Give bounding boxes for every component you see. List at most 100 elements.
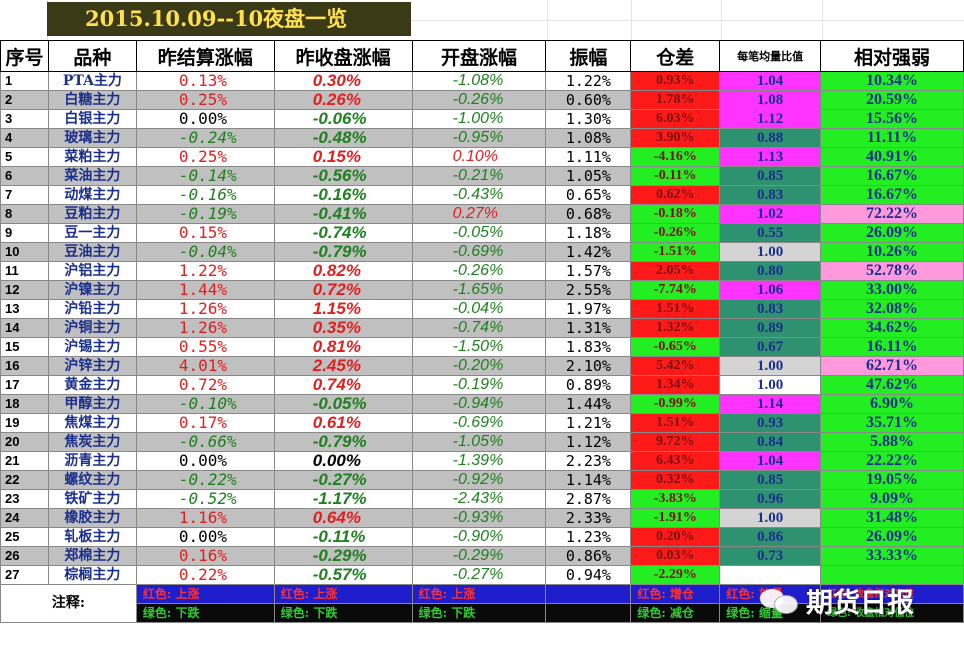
relative-strength-cell[interactable]: 16.11% (820, 337, 964, 357)
avg-volume-ratio-cell[interactable] (719, 565, 822, 585)
relative-strength-cell[interactable]: 26.09% (820, 223, 964, 243)
relative-strength-cell[interactable]: 32.08% (820, 299, 964, 319)
relative-strength-cell[interactable] (820, 565, 964, 585)
seq-cell[interactable]: 9 (0, 223, 49, 243)
open-change-cell[interactable]: -0.19% (411, 375, 547, 395)
settle-change-cell[interactable]: -0.52% (135, 489, 275, 509)
open-interest-cell[interactable]: 2.05% (630, 261, 721, 281)
amplitude-cell[interactable]: 2.55% (545, 280, 632, 300)
close-change-cell[interactable]: 0.61% (273, 413, 413, 433)
close-change-cell[interactable]: 1.15% (273, 299, 413, 319)
commodity-name-cell[interactable]: 白银主力 (47, 109, 137, 129)
table-row[interactable]: 21 沥青主力 0.00% 0.00% -1.39% 2.23% 6.43% 1.04 22.2… (0, 451, 964, 471)
seq-cell[interactable]: 26 (0, 546, 49, 566)
commodity-name-cell[interactable]: 沪镍主力 (47, 280, 137, 300)
table-row[interactable]: 2 白糖主力 0.25% 0.26% -0.26% 0.60% 1.78% 1.08 20.59… (0, 90, 964, 110)
avg-volume-ratio-cell[interactable]: 0.96 (719, 489, 822, 509)
relative-strength-cell[interactable]: 34.62% (820, 318, 964, 338)
relative-strength-cell[interactable]: 47.62% (820, 375, 964, 395)
amplitude-cell[interactable]: 2.33% (545, 508, 632, 528)
amplitude-cell[interactable]: 0.94% (545, 565, 632, 585)
close-change-cell[interactable]: -1.17% (273, 489, 413, 509)
avg-volume-ratio-cell[interactable]: 0.67 (719, 337, 822, 357)
close-change-cell[interactable]: -0.41% (273, 204, 413, 224)
settle-change-cell[interactable]: -0.16% (135, 185, 275, 205)
relative-strength-cell[interactable]: 33.33% (820, 546, 964, 566)
open-interest-cell[interactable]: 0.03% (630, 546, 721, 566)
seq-cell[interactable]: 17 (0, 375, 49, 395)
close-change-cell[interactable]: 0.00% (273, 451, 413, 471)
amplitude-cell[interactable]: 1.83% (545, 337, 632, 357)
commodity-name-cell[interactable]: 白糖主力 (47, 90, 137, 110)
settle-change-cell[interactable]: 0.15% (135, 223, 275, 243)
avg-volume-ratio-cell[interactable]: 1.00 (719, 242, 822, 262)
open-interest-cell[interactable]: -4.16% (630, 147, 721, 167)
commodity-name-cell[interactable]: 焦煤主力 (47, 413, 137, 433)
seq-cell[interactable]: 5 (0, 147, 49, 167)
avg-volume-ratio-cell[interactable]: 0.93 (719, 413, 822, 433)
avg-volume-ratio-cell[interactable]: 0.55 (719, 223, 822, 243)
seq-cell[interactable]: 14 (0, 318, 49, 338)
settle-change-cell[interactable]: 0.00% (135, 109, 275, 129)
seq-cell[interactable]: 22 (0, 470, 49, 490)
relative-strength-cell[interactable]: 10.26% (820, 242, 964, 262)
close-change-cell[interactable]: -0.27% (273, 470, 413, 490)
avg-volume-ratio-cell[interactable]: 1.04 (719, 451, 822, 471)
header-name[interactable]: 品种 (47, 40, 137, 72)
close-change-cell[interactable]: -0.79% (273, 242, 413, 262)
relative-strength-cell[interactable]: 40.91% (820, 147, 964, 167)
open-interest-cell[interactable]: 6.03% (630, 109, 721, 129)
settle-change-cell[interactable]: -0.19% (135, 204, 275, 224)
amplitude-cell[interactable]: 0.89% (545, 375, 632, 395)
table-row[interactable]: 26 郑棉主力 0.16% -0.29% -0.29% 0.86% 0.03% 0.73 33.… (0, 546, 964, 566)
table-row[interactable]: 3 白银主力 0.00% -0.06% -1.00% 1.30% 6.03% 1.12 15.5… (0, 109, 964, 129)
avg-volume-ratio-cell[interactable]: 1.00 (719, 508, 822, 528)
table-row[interactable]: 6 菜油主力 -0.14% -0.56% -0.21% 1.05% -0.11% 0.85 16… (0, 166, 964, 186)
settle-change-cell[interactable]: -0.04% (135, 242, 275, 262)
commodity-name-cell[interactable]: 焦炭主力 (47, 432, 137, 452)
commodity-name-cell[interactable]: 甲醇主力 (47, 394, 137, 414)
table-row[interactable]: 11 沪铝主力 1.22% 0.82% -0.26% 1.57% 2.05% 0.80 52.7… (0, 261, 964, 281)
open-interest-cell[interactable]: 1.32% (630, 318, 721, 338)
amplitude-cell[interactable]: 1.18% (545, 223, 632, 243)
avg-volume-ratio-cell[interactable]: 0.84 (719, 432, 822, 452)
open-change-cell[interactable]: -0.05% (411, 223, 547, 243)
open-interest-cell[interactable]: 1.34% (630, 375, 721, 395)
close-change-cell[interactable]: 0.82% (273, 261, 413, 281)
header-close-change[interactable]: 昨收盘涨幅 (273, 40, 413, 72)
settle-change-cell[interactable]: 1.26% (135, 299, 275, 319)
settle-change-cell[interactable]: 1.22% (135, 261, 275, 281)
settle-change-cell[interactable]: 1.26% (135, 318, 275, 338)
table-row[interactable]: 22 螺纹主力 -0.22% -0.27% -0.92% 1.14% 0.32% 0.85 19… (0, 470, 964, 490)
seq-cell[interactable]: 6 (0, 166, 49, 186)
open-interest-cell[interactable]: -0.11% (630, 166, 721, 186)
open-change-cell[interactable]: -0.20% (411, 356, 547, 376)
header-relative-strength[interactable]: 相对强弱 (820, 40, 964, 72)
commodity-name-cell[interactable]: 郑棉主力 (47, 546, 137, 566)
amplitude-cell[interactable]: 1.22% (545, 71, 632, 91)
table-row[interactable]: 4 玻璃主力 -0.24% -0.48% -0.95% 1.08% 3.90% 0.88 11.… (0, 128, 964, 148)
close-change-cell[interactable]: 0.30% (273, 71, 413, 91)
open-interest-cell[interactable]: 6.43% (630, 451, 721, 471)
open-interest-cell[interactable]: 5.42% (630, 356, 721, 376)
relative-strength-cell[interactable]: 16.67% (820, 166, 964, 186)
open-interest-cell[interactable]: 1.51% (630, 413, 721, 433)
table-row[interactable]: 12 沪镍主力 1.44% 0.72% -1.65% 2.55% -7.74% 1.06 33.… (0, 280, 964, 300)
relative-strength-cell[interactable]: 62.71% (820, 356, 964, 376)
open-interest-cell[interactable]: 0.93% (630, 71, 721, 91)
settle-change-cell[interactable]: 0.72% (135, 375, 275, 395)
open-change-cell[interactable]: -0.94% (411, 394, 547, 414)
open-change-cell[interactable]: -1.05% (411, 432, 547, 452)
table-row[interactable]: 17 黄金主力 0.72% 0.74% -0.19% 0.89% 1.34% 1.00 47.6… (0, 375, 964, 395)
table-row[interactable]: 24 橡胶主力 1.16% 0.64% -0.93% 2.33% -1.91% 1.00 31.… (0, 508, 964, 528)
open-change-cell[interactable]: -0.29% (411, 546, 547, 566)
open-interest-cell[interactable]: 0.62% (630, 185, 721, 205)
amplitude-cell[interactable]: 0.68% (545, 204, 632, 224)
header-open-interest[interactable]: 仓差 (630, 40, 721, 72)
open-interest-cell[interactable]: -0.99% (630, 394, 721, 414)
header-avg-volume-ratio[interactable]: 每笔均量比值 (719, 40, 822, 72)
relative-strength-cell[interactable]: 10.34% (820, 71, 964, 91)
open-change-cell[interactable]: -1.39% (411, 451, 547, 471)
relative-strength-cell[interactable]: 72.22% (820, 204, 964, 224)
relative-strength-cell[interactable]: 16.67% (820, 185, 964, 205)
